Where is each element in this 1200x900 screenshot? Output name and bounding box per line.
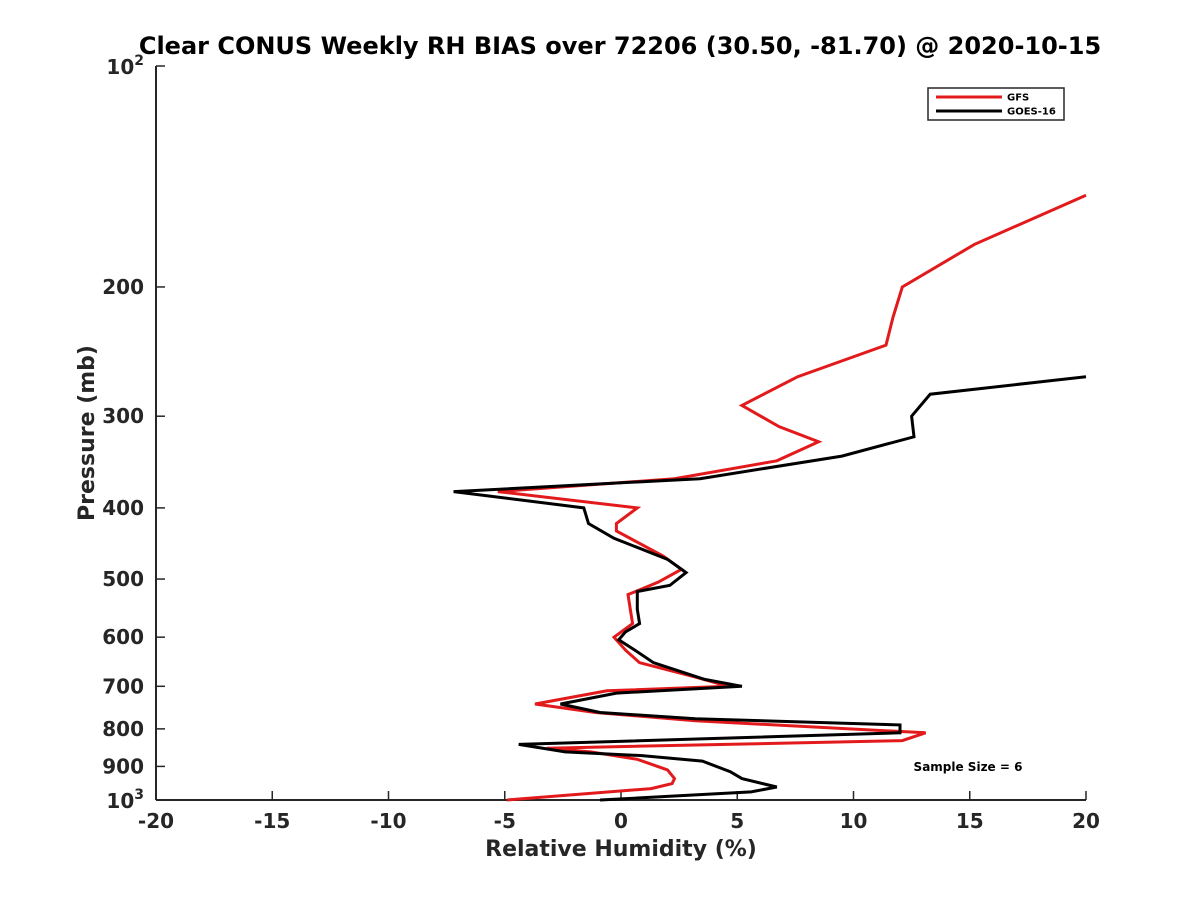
x-tick-label: 0: [614, 809, 628, 833]
series-line-gfs: [497, 193, 1087, 802]
legend-label-gfs: GFS: [1007, 93, 1029, 104]
y-tick-label: 400: [102, 496, 144, 520]
chart-title: Clear CONUS Weekly RH BIAS over 72206 (3…: [139, 32, 1101, 60]
y-axis-label: Pressure (mb): [75, 345, 100, 521]
y-tick-label: 700: [102, 674, 144, 698]
legend-label-goes-16: GOES-16: [1007, 107, 1056, 118]
x-axis-label: Relative Humidity (%): [485, 837, 757, 862]
y-limit-exponent: 3: [134, 787, 144, 803]
x-tick-label: -10: [370, 809, 406, 833]
y-limit-exponent: 2: [134, 53, 144, 69]
x-ticks: -20 -15 -10 -5 0 5 10 15 20: [138, 791, 1100, 833]
y-limit-base: 10: [106, 55, 134, 79]
y-limit-label: 102: [106, 53, 144, 79]
y-tick-label: 800: [102, 717, 144, 741]
y-tick-label: 300: [102, 404, 144, 428]
y-tick-label: 600: [102, 625, 144, 649]
x-tick-label: 10: [840, 809, 868, 833]
series-line-goes-16: [453, 375, 1087, 802]
y-tick-label: 900: [102, 754, 144, 778]
series-layer: [453, 193, 1087, 802]
x-tick-label: -5: [494, 809, 516, 833]
legend: GFS GOES-16: [927, 87, 1065, 121]
y-limit-base: 10: [106, 789, 134, 813]
x-tick-label: -15: [254, 809, 290, 833]
y-limit-label: 103: [106, 787, 144, 813]
legend-box: [927, 87, 1065, 121]
x-tick-label: -20: [138, 809, 174, 833]
x-tick-label: 20: [1072, 809, 1100, 833]
y-tick-label: 500: [102, 567, 144, 591]
x-tick-label: 5: [730, 809, 744, 833]
y-tick-label: 200: [102, 275, 144, 299]
x-tick-label: 15: [956, 809, 984, 833]
sample-size-annotation: Sample Size = 6: [914, 760, 1023, 774]
